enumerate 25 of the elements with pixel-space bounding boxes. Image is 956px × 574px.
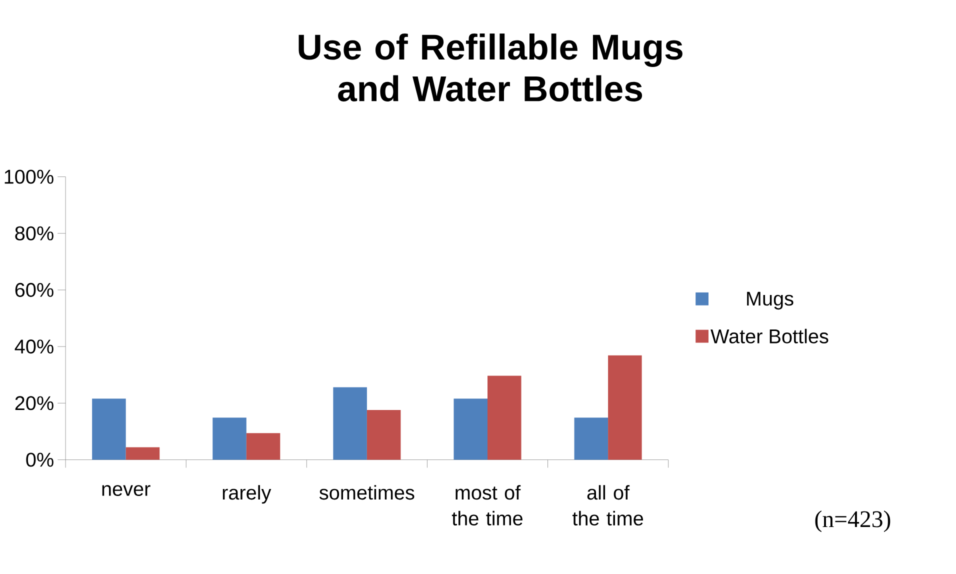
bar: [92, 398, 126, 460]
bar: [126, 447, 160, 460]
chart-title: Use of Refillable Mugs and Water Bottles: [298, 34, 682, 102]
bar: [333, 387, 367, 460]
bar: [366, 410, 401, 460]
y-tick-label: 60%: [15, 282, 54, 297]
y-tick-label: 40%: [14, 340, 54, 354]
y-tick-label: 100%: [4, 170, 54, 184]
text: (n=423): [815, 510, 890, 532]
x-tick-label: all of the time: [572, 485, 644, 526]
y-tick-label: 80%: [15, 226, 54, 240]
bar: [454, 398, 488, 460]
bar: [574, 418, 608, 460]
legend-label: Water Bottles: [710, 328, 828, 344]
x-tick-label: rarely: [222, 485, 272, 504]
y-tick-label: 20%: [15, 396, 54, 410]
bar: [246, 433, 280, 460]
legend-label: Mugs: [747, 292, 794, 310]
x-tick-label: most of the time: [452, 485, 522, 526]
y-tick-label: 0%: [26, 452, 54, 467]
x-tick-label: never: [102, 485, 150, 496]
bar: [212, 418, 246, 460]
x-tick-label: sometimes: [319, 485, 414, 500]
bar: [608, 355, 642, 460]
bar: [488, 376, 522, 460]
